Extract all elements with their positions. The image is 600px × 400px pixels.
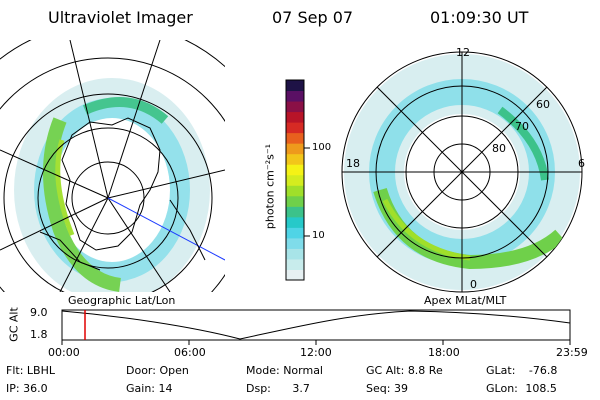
lat-label-60: 60 — [536, 98, 550, 111]
colorbar-segment — [286, 122, 304, 134]
status-glon-value: 108.5 — [525, 382, 557, 395]
status-door-label: Door: — [126, 364, 156, 377]
altitude-curve — [61, 310, 571, 340]
date-label: 07 Sep 07 — [272, 8, 354, 27]
status-gcalt-value: 8.8 Re — [407, 364, 443, 377]
colorbar-segment — [286, 132, 304, 144]
status-gcalt: GC Alt: 8.8 Re — [366, 364, 443, 377]
time-label: 01:09:30 UT — [430, 8, 529, 27]
status-glat: GLat: -76.8 — [486, 364, 557, 377]
timeline-xtick-0: 00:00 — [48, 346, 80, 359]
colorbar-segment — [286, 237, 304, 249]
status-glat-value: -76.8 — [528, 364, 558, 377]
colorbar-segment — [286, 164, 304, 176]
colorbar-segment — [286, 174, 304, 186]
status-ip-value: 36.0 — [23, 382, 48, 395]
status-ip-label: IP: — [6, 382, 20, 395]
status-gain-label: Gain: — [126, 382, 155, 395]
status-gcalt-label: GC Alt: — [366, 364, 405, 377]
colorbar-segment — [286, 258, 304, 270]
mlt-label-6: 6 — [578, 157, 585, 170]
status-door: Door: Open — [126, 364, 189, 377]
left-lon-lines — [0, 40, 225, 292]
status-mode: Mode: Normal — [246, 364, 323, 377]
timeline-ymax: 9.0 — [30, 306, 48, 319]
colorbar-segment — [286, 195, 304, 207]
status-seq-value: 39 — [393, 382, 408, 395]
colorbar-tick-10: 10 — [312, 230, 325, 241]
status-glat-label: GLat: — [486, 364, 516, 377]
timeline-xtick-1: 06:00 — [174, 346, 206, 359]
left-panel-caption: Geographic Lat/Lon — [68, 294, 176, 307]
colorbar-segment — [286, 111, 304, 123]
status-glon: GLon: 108.5 — [486, 382, 557, 395]
colorbar-segment — [286, 153, 304, 165]
status-door-value: Open — [159, 364, 189, 377]
colorbar-segment — [286, 206, 304, 218]
mlt-label-12: 12 — [456, 46, 470, 59]
timeline-xtick-3: 18:00 — [428, 346, 460, 359]
status-seq-label: Seq: — [366, 382, 391, 395]
status-flt-label: Flt: — [6, 364, 24, 377]
left-meridian-line — [107, 197, 225, 261]
status-ip: IP: 36.0 — [6, 382, 48, 395]
left-aurora-oval — [14, 78, 210, 292]
continent-outline — [61, 117, 161, 251]
timeline-xtick-2: 12:00 — [300, 346, 332, 359]
status-dsp: Dsp: 3.7 — [246, 382, 310, 395]
colorbar-segment — [286, 269, 304, 281]
status-gain-value: 14 — [158, 382, 173, 395]
colorbar-tick-100: 100 — [312, 142, 332, 153]
status-seq: Seq: 39 — [366, 382, 408, 395]
lat-label-70: 70 — [515, 120, 529, 133]
mlt-label-18: 18 — [346, 157, 360, 170]
timeline-ylabel: GC Alt — [7, 307, 21, 342]
status-dsp-value: 3.7 — [292, 382, 310, 395]
timeline-xtick-4: 23:59 — [556, 346, 588, 359]
status-mode-label: Mode: — [246, 364, 280, 377]
colorbar-segment — [286, 248, 304, 260]
colorbar-segment — [286, 143, 304, 155]
colorbar-segment — [286, 227, 304, 239]
status-gain: Gain: 14 — [126, 382, 173, 395]
colorbar-segment — [286, 101, 304, 113]
colorbar-segment — [286, 80, 304, 92]
status-glon-label: GLon: — [486, 382, 518, 395]
left-lat-circles — [0, 40, 225, 292]
app-title: Ultraviolet Imager — [48, 8, 193, 27]
status-flt-value: LBHL — [26, 364, 55, 377]
magnetic-map-panel — [341, 51, 583, 293]
mlt-label-0: 0 — [470, 278, 477, 291]
status-mode-value: Normal — [283, 364, 323, 377]
colorbar-segment — [286, 185, 304, 197]
colorbar-segment — [286, 90, 304, 102]
colorbar-segment — [286, 216, 304, 228]
timeline-ymin: 1.8 — [30, 328, 48, 341]
right-panel-caption: Apex MLat/MLT — [424, 294, 507, 307]
colorbar — [286, 80, 304, 281]
colorbar-unit-label: photon cm⁻²s⁻¹ — [263, 143, 277, 230]
status-flt: Flt: LBHL — [6, 364, 55, 377]
status-dsp-label: Dsp: — [246, 382, 271, 395]
lat-label-80: 80 — [492, 142, 506, 155]
right-mlt-lines — [342, 52, 582, 292]
